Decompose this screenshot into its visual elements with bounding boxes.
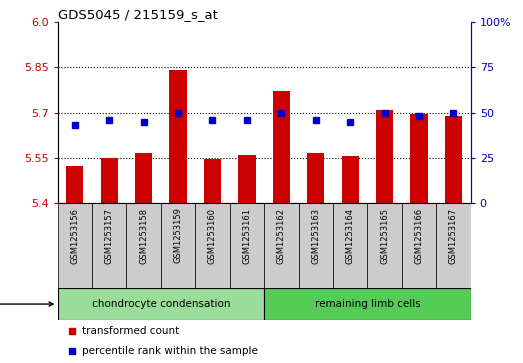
Bar [333, 203, 367, 289]
Text: GSM1253158: GSM1253158 [139, 208, 148, 264]
Bar [100, 158, 118, 203]
Bar [238, 155, 256, 203]
Bar [299, 203, 333, 289]
Bar [135, 154, 152, 203]
Text: GSM1253160: GSM1253160 [208, 208, 217, 264]
Bar [264, 203, 299, 289]
Bar [367, 203, 402, 289]
Bar [402, 203, 436, 289]
Bar [92, 203, 127, 289]
Text: cell type: cell type [0, 299, 53, 309]
Text: GSM1253163: GSM1253163 [311, 208, 320, 264]
Bar [169, 70, 187, 203]
Text: GSM1253162: GSM1253162 [277, 208, 286, 264]
Text: GSM1253167: GSM1253167 [449, 208, 458, 264]
Bar [445, 115, 462, 203]
Bar [161, 203, 195, 289]
Text: remaining limb cells: remaining limb cells [314, 299, 420, 309]
Text: GSM1253164: GSM1253164 [346, 208, 355, 264]
Bar [307, 154, 324, 203]
Bar [230, 203, 264, 289]
Text: percentile rank within the sample: percentile rank within the sample [82, 346, 258, 356]
Bar [376, 110, 393, 203]
Text: GSM1253165: GSM1253165 [380, 208, 389, 264]
Bar [195, 203, 230, 289]
Bar [66, 166, 83, 203]
Bar [58, 289, 264, 320]
Bar [436, 203, 471, 289]
Text: GDS5045 / 215159_s_at: GDS5045 / 215159_s_at [58, 8, 218, 21]
Text: GSM1253156: GSM1253156 [70, 208, 79, 264]
Text: GSM1253157: GSM1253157 [105, 208, 113, 264]
Text: chondrocyte condensation: chondrocyte condensation [92, 299, 230, 309]
Bar [342, 156, 359, 203]
Text: GSM1253161: GSM1253161 [242, 208, 252, 264]
Bar [127, 203, 161, 289]
Bar [411, 114, 428, 203]
Text: GSM1253166: GSM1253166 [415, 208, 424, 264]
Bar [272, 91, 290, 203]
Bar [204, 159, 221, 203]
Text: transformed count: transformed count [82, 326, 179, 336]
Bar [58, 203, 92, 289]
Text: GSM1253159: GSM1253159 [174, 208, 183, 264]
Bar [264, 289, 471, 320]
